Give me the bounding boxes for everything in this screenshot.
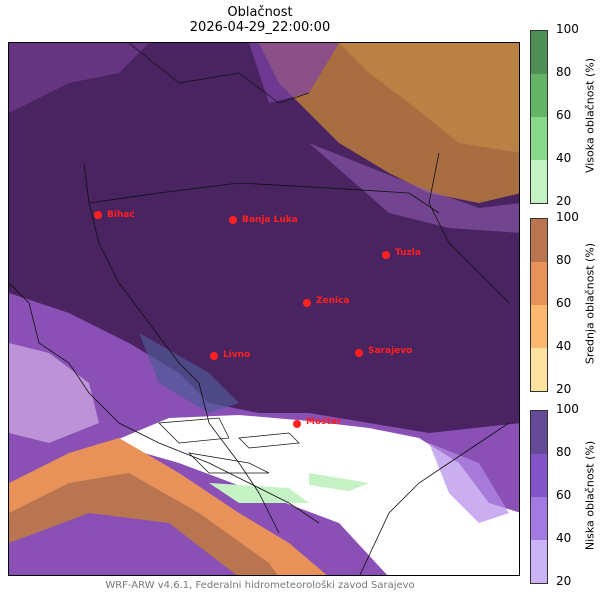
colorbar-tick: 20: [556, 194, 572, 208]
city-label: Zenica: [316, 296, 350, 306]
city-label: Bihać: [107, 209, 135, 220]
colorbar-tick: 100: [556, 22, 579, 36]
colorbar-tick: 80: [556, 445, 572, 459]
city-label: Livno: [223, 350, 250, 360]
colorbar-tick: 100: [556, 402, 579, 416]
colorbar-segment: [531, 348, 547, 391]
city-marker-banja-luka: Banja Luka: [229, 215, 298, 225]
city-marker-mostar: Mostar: [293, 417, 342, 428]
colorbar-tick: 100: [556, 210, 579, 224]
colorbar-segment: [531, 31, 547, 74]
city-marker-sarajevo: Sarajevo: [355, 346, 412, 357]
colorbar-0: [530, 30, 548, 204]
colorbar-1: [530, 218, 548, 392]
colorbar-segment: [531, 117, 547, 160]
colorbar-tick: 60: [556, 488, 572, 502]
city-label: Mostar: [306, 417, 342, 427]
colorbar-tick: 40: [556, 151, 572, 165]
colorbar-tick: 40: [556, 339, 572, 353]
city-marker-bihac: Bihać: [94, 209, 135, 220]
chart-title: Oblačnost: [227, 5, 293, 20]
colorbar-segment: [531, 305, 547, 348]
colorbar-tick: 20: [556, 574, 572, 588]
colorbar-segment: [531, 74, 547, 117]
colorbar-segment: [531, 262, 547, 305]
colorbar-tick: 80: [556, 65, 572, 79]
footer-credit: WRF-ARW v4.6.1, Federalni hidrometeorolo…: [105, 580, 415, 591]
colorbar-segment: [531, 540, 547, 583]
colorbar-segment: [531, 219, 547, 262]
city-label: Banja Luka: [242, 215, 298, 225]
cloud-cover-map: Bihać Banja Luka Tuzla Zenica Livno Sara…: [8, 42, 520, 576]
colorbar-label: Srednja oblačnost (%): [583, 242, 597, 365]
colorbar-label: Visoka oblačnost (%): [583, 57, 597, 174]
colorbar-segment: [531, 454, 547, 497]
colorbar-segment: [531, 497, 547, 540]
colorbar-segment: [531, 160, 547, 203]
colorbar-tick: 80: [556, 253, 572, 267]
colorbar-tick: 60: [556, 108, 572, 122]
colorbar-tick: 60: [556, 296, 572, 310]
city-label: Tuzla: [395, 248, 421, 258]
colorbar-2: [530, 410, 548, 584]
colorbar-tick: 40: [556, 531, 572, 545]
colorbar-segment: [531, 411, 547, 454]
city-marker-tuzla: Tuzla: [382, 248, 421, 259]
colorbar-label: Niska oblačnost (%): [583, 440, 597, 551]
city-marker-livno: Livno: [210, 350, 250, 360]
city-marker-zenica: Zenica: [303, 296, 350, 307]
colorbar-tick: 20: [556, 382, 572, 396]
chart-timestamp: 2026-04-29_22:00:00: [189, 20, 331, 35]
city-label: Sarajevo: [368, 346, 412, 356]
